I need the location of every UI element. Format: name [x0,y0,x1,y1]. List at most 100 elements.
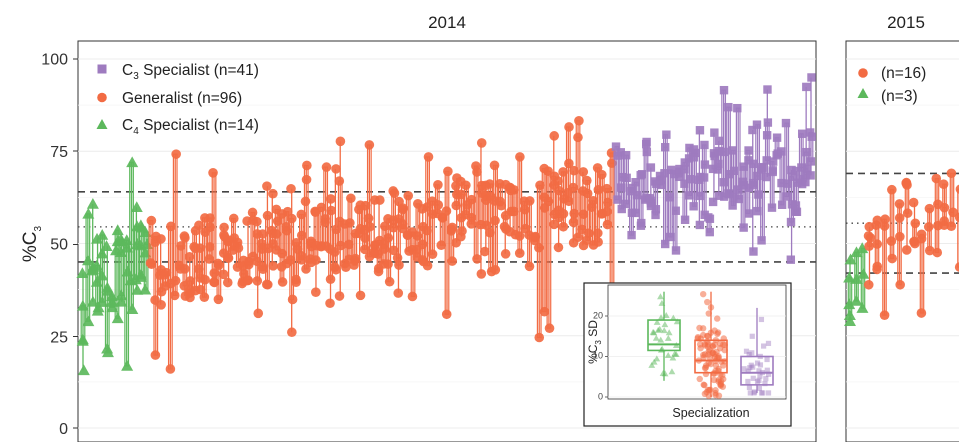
data-point [553,242,564,253]
inset-point [711,327,718,334]
data-point [427,249,438,259]
inset-point [668,368,676,375]
data-point [738,177,748,187]
inset-box [740,355,774,386]
data-point [514,248,525,258]
inset-point [751,390,757,396]
data-point [262,210,273,221]
data-point [728,201,737,210]
data-point [724,102,733,112]
data-point [200,274,210,285]
data-point [76,333,89,345]
legend-triangle-marker [96,119,108,129]
data-point [762,131,772,140]
data-point [213,294,224,305]
data-point [733,103,742,113]
data-point [749,159,758,169]
data-point [924,245,935,256]
gridlines-2015 [846,58,959,429]
inset-point [653,318,661,325]
data-point [90,259,103,271]
inset-point [669,314,677,321]
panel-2015-border [845,40,959,442]
data-point [843,271,856,283]
legend-circle-marker [858,68,868,78]
data-point [762,156,771,165]
inset-point [758,390,765,396]
data-point [423,152,434,162]
data-point [665,232,675,242]
data-point [631,178,640,187]
data-point [335,136,346,147]
data-point [282,206,293,217]
data-point [268,261,278,271]
inset-point [700,381,707,388]
data-point [126,303,139,315]
inset-point [746,384,753,391]
data-point [801,170,811,179]
data-point [325,298,335,309]
data-point [680,165,689,174]
inset-point [749,350,755,356]
data-point [535,180,545,191]
inset-point [756,385,763,391]
data-point [938,179,949,189]
inset-point [749,333,755,339]
data-point [782,192,791,201]
data-point [744,209,753,218]
data-point [894,199,905,209]
data-point [728,146,737,155]
data-point [291,237,302,248]
data-point [334,176,345,186]
data-point [383,259,393,269]
data-point [772,133,782,142]
data-point [558,167,568,177]
data-point [484,179,495,189]
data-point [948,207,958,218]
data-point [655,171,665,181]
data-point [955,184,959,194]
data-point [195,243,205,253]
inset-point [719,372,726,379]
data-point [325,274,336,285]
legend-circle-marker [97,92,107,103]
data-point [695,126,705,135]
data-point [715,191,724,200]
data-point [451,200,462,211]
data-point [365,221,375,232]
data-point [844,315,857,327]
data-point [364,140,375,150]
data-point [392,253,403,263]
data-point [588,196,599,206]
data-point [802,164,812,174]
data-point [651,210,660,220]
data-point [954,212,959,223]
data-point [902,208,913,218]
facet-title-2015: 2015 [887,13,925,32]
data-point [729,166,739,176]
inset-point [706,354,714,361]
data-point [801,177,810,187]
data-point [685,191,694,200]
data-point [901,177,912,188]
data-point [791,207,800,216]
data-point [321,162,332,172]
data-point [277,277,288,287]
data-point [895,279,905,290]
data-point [704,213,713,222]
inset-point [750,375,756,381]
panel-2014: 2014 0 25 50 75 100 %C3 C3 Specialist (n… [20,13,817,442]
inset-point [758,316,765,323]
data-point [642,147,652,157]
data-point [719,85,729,95]
data-point [219,222,229,233]
data-point [296,209,307,220]
data-point [213,258,223,269]
data-point [632,190,642,200]
data-point [447,256,458,266]
data-point [243,275,254,286]
data-point [856,242,869,254]
data-point [218,269,229,280]
data-point [578,209,589,220]
